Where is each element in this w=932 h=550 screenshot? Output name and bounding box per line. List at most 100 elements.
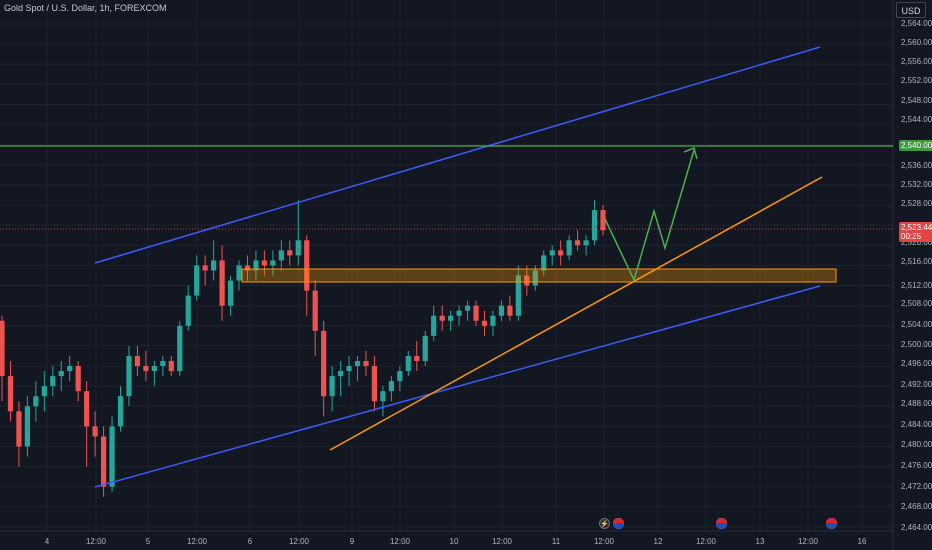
price-label: 2,532.00 [901, 180, 932, 189]
candle-body [0, 320, 5, 377]
trend-line[interactable] [329, 176, 823, 451]
candle-body [278, 250, 284, 261]
price-label: 2,556.00 [901, 57, 932, 66]
candle-body [439, 315, 445, 321]
time-label: 12:00 [85, 537, 107, 546]
currency-button[interactable]: USD [896, 2, 926, 18]
candle-body [219, 260, 225, 306]
candle-body [33, 396, 39, 407]
candle-body [100, 436, 107, 487]
candle-body [177, 325, 183, 372]
candle-body [473, 305, 479, 321]
price-label: 2,492.00 [901, 380, 932, 389]
candle-body [329, 376, 335, 397]
candle-body [202, 265, 208, 271]
price-label: 2,472.00 [901, 482, 932, 491]
candle-body [600, 210, 606, 231]
candle-body [75, 366, 81, 392]
candle-body [24, 406, 30, 447]
price-label: 2,504.00 [901, 320, 932, 329]
channel-lower-line[interactable] [94, 285, 821, 488]
time-label: 12:00 [695, 537, 717, 546]
candle-body [431, 315, 437, 336]
candle-body [507, 305, 513, 316]
time-label: 12:00 [186, 537, 208, 546]
candle-body [591, 210, 598, 241]
candle-body [575, 240, 581, 246]
candle-body [337, 371, 344, 377]
us-flag-icon[interactable] [716, 518, 727, 529]
time-label: 9 [349, 537, 355, 546]
candle-body [295, 240, 301, 256]
time-label: 4 [44, 537, 50, 546]
price-label: 2,464.00 [901, 523, 932, 532]
candle-body [109, 426, 115, 487]
candles [0, 200, 606, 497]
projection-path[interactable] [604, 149, 695, 283]
us-flag-icon[interactable] [613, 518, 624, 529]
lightning-icon[interactable]: ⚡ [599, 518, 610, 529]
candle-body [211, 260, 217, 271]
price-label: 2,500.00 [901, 340, 932, 349]
candle-body [414, 355, 420, 362]
candle-body [50, 376, 56, 387]
candle-body [456, 310, 462, 316]
candle-body [41, 386, 47, 397]
time-label: 13 [755, 537, 765, 546]
price-label: 2,488.00 [901, 399, 932, 408]
candle-body [498, 305, 505, 316]
time-label: 10 [449, 537, 459, 546]
price-label: 2,536.00 [901, 161, 932, 170]
symbol-title[interactable]: Gold Spot / U.S. Dollar, 1h, FOREXCOM [4, 3, 167, 13]
candle-body [151, 366, 157, 372]
price-label: 2,496.00 [901, 359, 932, 368]
price-label: 2,560.00 [901, 38, 932, 47]
candle-body [84, 391, 90, 427]
candle-body [481, 320, 488, 326]
candle-body [566, 240, 572, 256]
projection-arrowhead-icon [683, 146, 698, 160]
time-label: 12:00 [593, 537, 615, 546]
candle-body [363, 361, 369, 367]
time-label: 16 [857, 537, 867, 546]
candle-body [261, 260, 268, 266]
candle-body [371, 366, 378, 402]
candle-body [304, 240, 310, 291]
time-label: 12:00 [491, 537, 513, 546]
candle-body [541, 255, 547, 271]
candle-body [236, 265, 242, 281]
price-label: 2,484.00 [901, 420, 932, 429]
time-label: 12:00 [288, 537, 310, 546]
candle-body [354, 361, 361, 367]
price-label: 2,476.00 [901, 461, 932, 470]
bar-countdown: 00:25 [901, 232, 922, 241]
candle-body [312, 290, 318, 331]
candle-body [168, 361, 174, 372]
price-label: 2,520.00 [901, 238, 932, 247]
time-label: 12:00 [797, 537, 819, 546]
channel-upper-line[interactable] [94, 46, 821, 264]
candle-body [160, 361, 166, 367]
current-price-tag: 2,523.44 00:25 [899, 222, 932, 242]
candle-body [117, 396, 124, 427]
support-zone[interactable] [241, 268, 837, 283]
candle-body [524, 275, 530, 286]
candle-body [287, 250, 293, 256]
price-label: 2,516.00 [901, 257, 932, 266]
current-price-value: 2,523.44 [901, 223, 932, 232]
candle-body [143, 366, 149, 372]
candle-body [253, 260, 259, 271]
price-label: 2,548.00 [901, 96, 932, 105]
time-label: 6 [247, 537, 253, 546]
candle-body [227, 280, 234, 306]
candle-body [346, 366, 352, 372]
candle-body [92, 426, 98, 437]
candle-body [549, 250, 555, 256]
candle-body [583, 240, 589, 246]
candle-body [558, 250, 564, 256]
price-label: 2,552.00 [901, 76, 932, 85]
us-flag-icon[interactable] [826, 518, 837, 529]
price-label: 2,480.00 [901, 440, 932, 449]
